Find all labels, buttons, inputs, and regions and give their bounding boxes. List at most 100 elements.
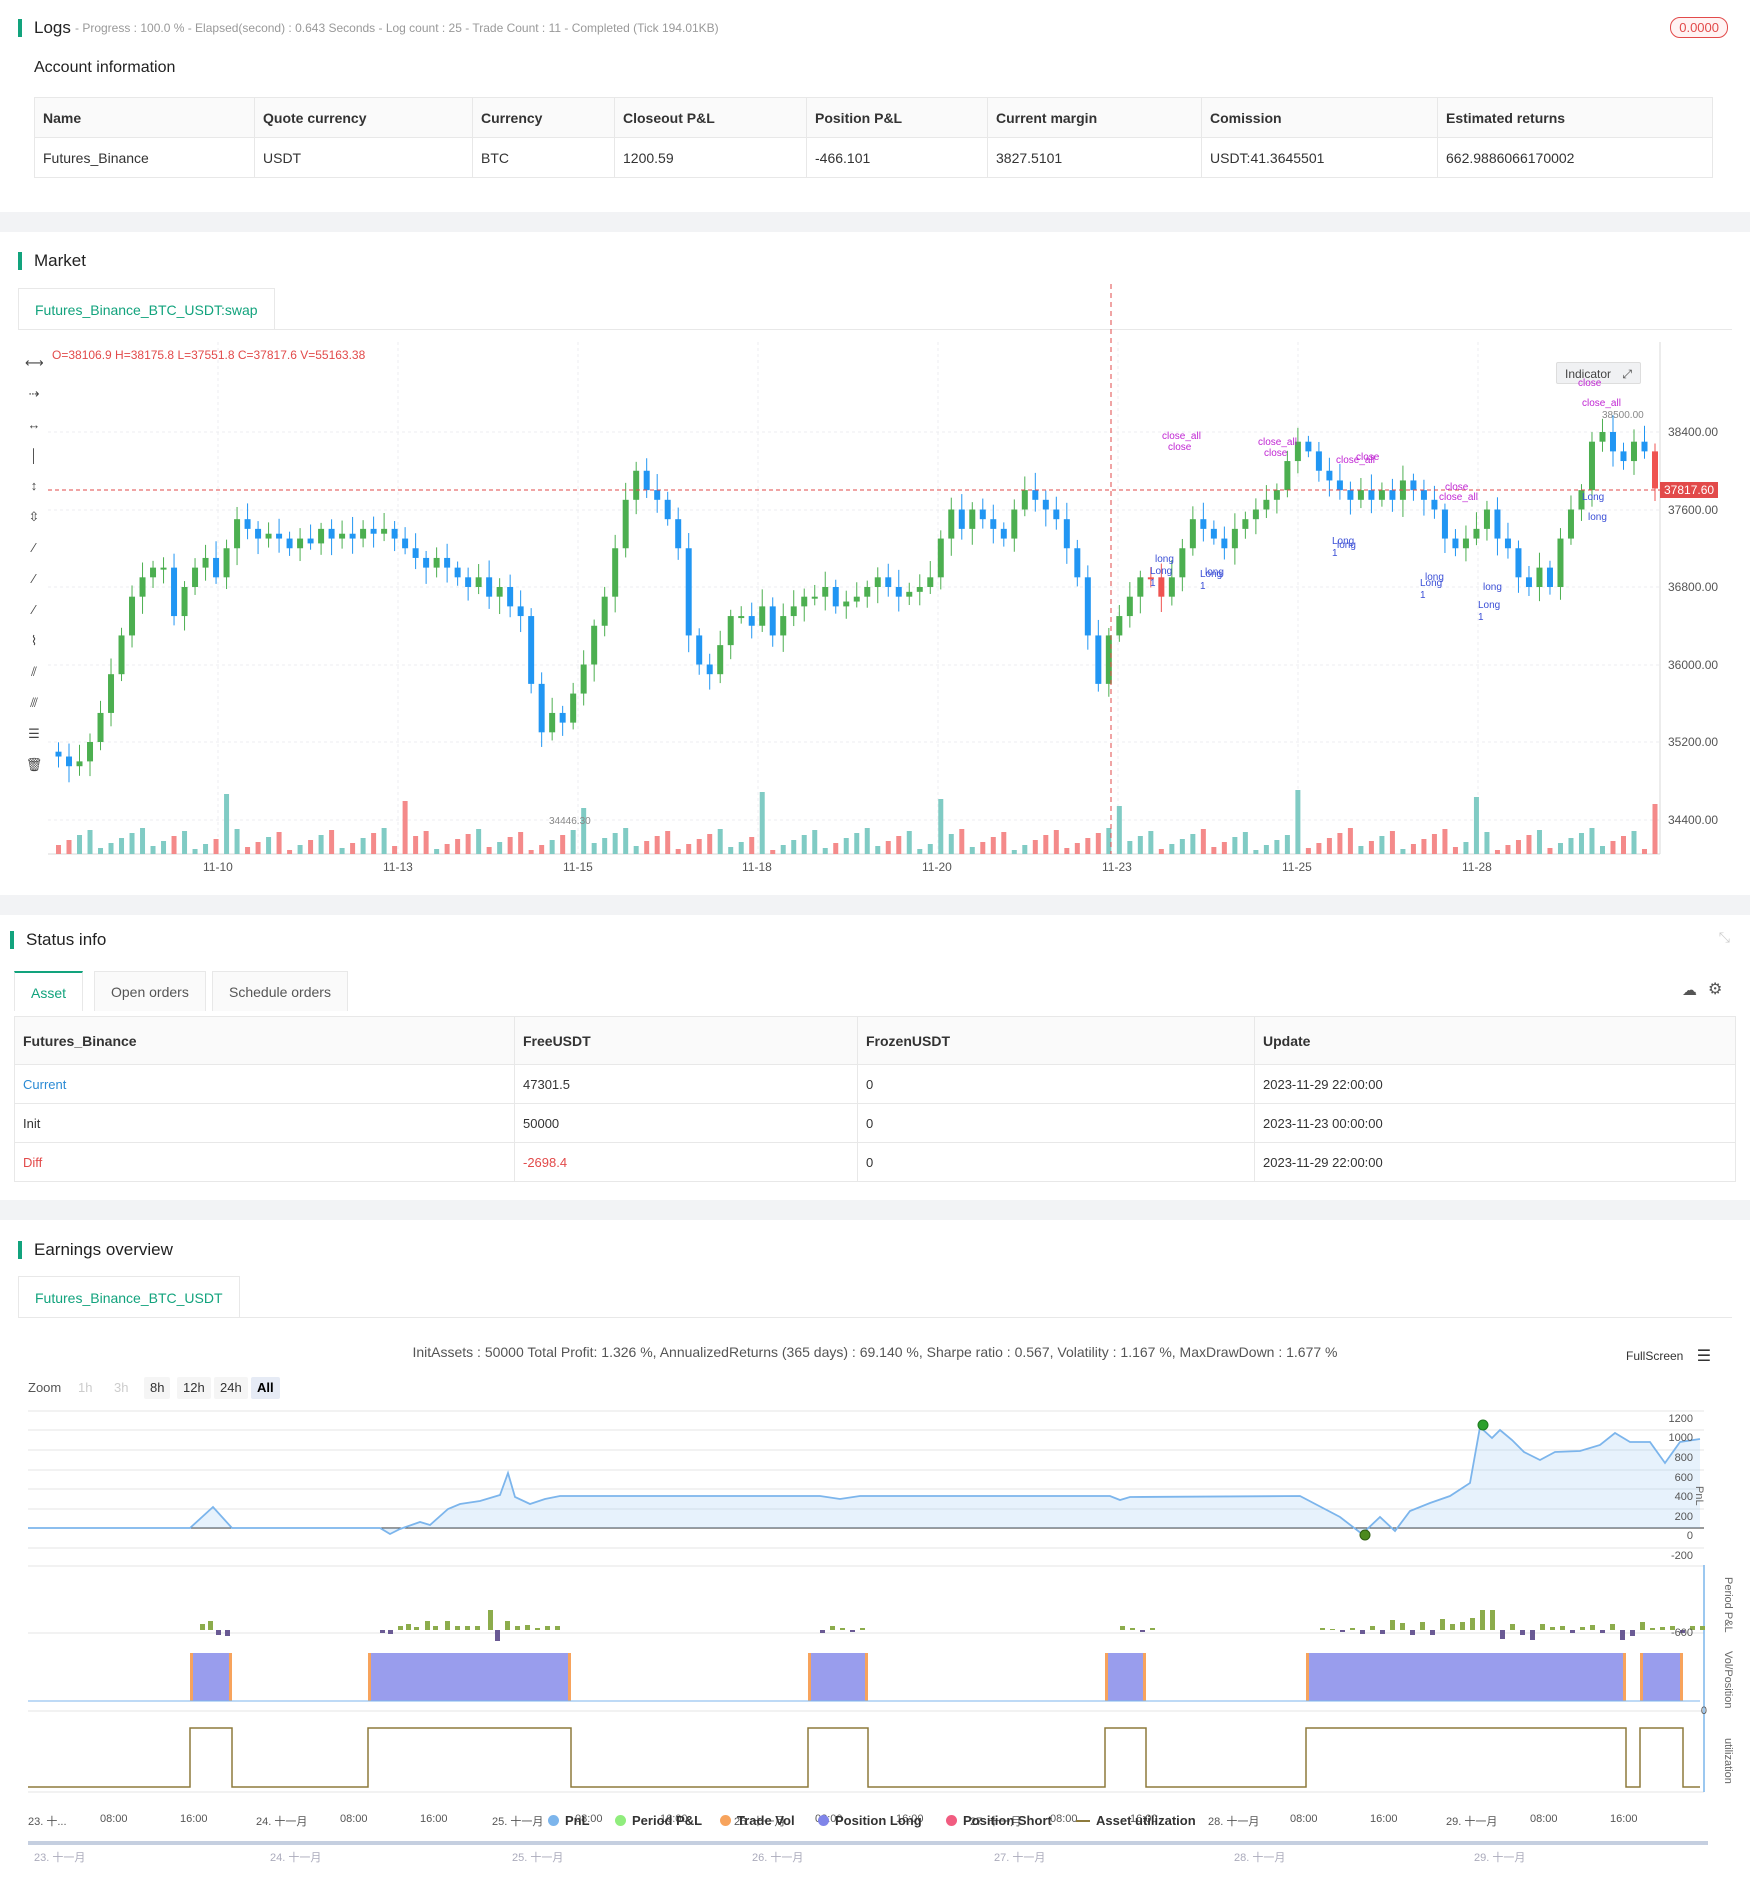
- tab-asset[interactable]: Asset: [14, 971, 84, 1011]
- candle-body: [412, 548, 419, 558]
- fib-channel-tool-icon[interactable]: ⫻: [30, 695, 38, 710]
- volume-bar: [161, 841, 167, 854]
- candle-body: [570, 693, 577, 723]
- candle-body: [1483, 509, 1490, 529]
- volume-bar: [381, 828, 387, 854]
- fullscreen-button[interactable]: FullScreen ☰: [1626, 1346, 1711, 1366]
- vol-tick: 0: [1700, 1705, 1707, 1717]
- candle-body: [286, 538, 293, 549]
- vertical-line-tool-icon[interactable]: │: [29, 448, 39, 463]
- settings-gear-icon[interactable]: ⚙: [1708, 981, 1723, 998]
- volume-bar: [749, 837, 755, 854]
- legend-item[interactable]: Position Short: [946, 1813, 1052, 1828]
- date-tick: 11-10: [203, 860, 233, 874]
- volume-bar: [686, 844, 692, 854]
- menu-icon[interactable]: ☰: [1696, 1348, 1712, 1365]
- tab-market-symbol[interactable]: Futures_Binance_BTC_USDT:swap: [18, 288, 275, 330]
- candle-body: [223, 548, 230, 578]
- navigator-bar[interactable]: [28, 1841, 1708, 1845]
- price-line-tool-icon[interactable]: ⌇: [30, 633, 38, 648]
- legend-item[interactable]: Period P&L: [615, 1813, 702, 1828]
- zoom-all-button[interactable]: All: [251, 1377, 280, 1399]
- indicator-button[interactable]: Indicator ⤢: [1556, 362, 1641, 384]
- ray-line-tool-icon[interactable]: ⁄: [32, 571, 36, 586]
- candle-body: [433, 557, 440, 568]
- candle-body: [549, 712, 556, 733]
- volume-bar: [308, 840, 314, 854]
- vertical-segment-tool-icon[interactable]: ⇳: [28, 509, 40, 524]
- account-header: Current margin: [987, 97, 1202, 138]
- horizontal-ray-tool-icon[interactable]: ⇢: [28, 386, 40, 401]
- zoom-8h-button[interactable]: 8h: [144, 1377, 171, 1399]
- earnings-chart[interactable]: [0, 1405, 1750, 1845]
- trade-annotation-label: 1: [1420, 590, 1426, 601]
- tab-underline: [18, 1317, 1732, 1318]
- legend-item[interactable]: PnL: [548, 1813, 590, 1828]
- time-tick: 16:00: [180, 1813, 208, 1825]
- trade-annotation-label: close: [1578, 378, 1602, 389]
- legend-item[interactable]: Position Long: [818, 1813, 922, 1828]
- fibonacci-tool-icon[interactable]: ☰: [28, 726, 40, 741]
- period-bar: [535, 1628, 540, 1630]
- time-tick: 27. 十一月: [970, 1816, 1022, 1828]
- navigator-tick: 26. 十一月: [752, 1852, 804, 1864]
- period-bar: [1130, 1628, 1135, 1630]
- volume-bar: [486, 847, 492, 854]
- volume-bar: [581, 808, 587, 854]
- period-bar: [433, 1626, 438, 1630]
- trade-vol-mark: [865, 1653, 868, 1701]
- volume-bar: [1179, 839, 1185, 854]
- candle-body: [1336, 480, 1343, 491]
- trade-annotation-label: long: [1588, 512, 1607, 523]
- trash-icon[interactable]: 🗑: [25, 757, 43, 772]
- utilization-series: [28, 1727, 1700, 1788]
- trade-vol-mark: [1640, 1653, 1643, 1701]
- candle-body: [1252, 509, 1259, 520]
- trend-line-tool-icon[interactable]: ⁄: [32, 540, 36, 555]
- account-header: Estimated returns: [1437, 97, 1713, 138]
- volume-bar: [633, 846, 639, 854]
- legend-item[interactable]: Asset utilization: [1076, 1813, 1196, 1828]
- zoom-3h-button[interactable]: 3h: [114, 1380, 129, 1395]
- zoom-1h-button[interactable]: 1h: [78, 1380, 93, 1395]
- parallel-channel-tool-icon[interactable]: ⫽: [31, 664, 37, 679]
- candle-body: [559, 712, 566, 723]
- cloud-download-icon[interactable]: ☁: [1682, 982, 1697, 999]
- candle-body: [1525, 577, 1532, 587]
- collapse-icon[interactable]: ⤡: [1718, 929, 1730, 945]
- trade-annotation-label: close_all: [1162, 431, 1201, 442]
- candle-body: [759, 606, 766, 626]
- candle-body: [402, 538, 409, 549]
- candle-body: [1515, 548, 1522, 578]
- legend-item[interactable]: Trade Vol: [720, 1813, 795, 1828]
- horizontal-segment-tool-icon[interactable]: ↔: [27, 417, 41, 432]
- horizontal-line-tool-icon[interactable]: ⟷: [25, 355, 44, 370]
- tab-earnings-symbol[interactable]: Futures_Binance_BTC_USDT: [18, 1276, 240, 1318]
- candle-body: [1462, 538, 1469, 549]
- period-bar: [1380, 1630, 1385, 1634]
- volume-bar: [1610, 841, 1616, 854]
- zoom-24h-button[interactable]: 24h: [214, 1377, 248, 1399]
- volume-bar: [255, 842, 261, 854]
- table-cell: 0: [857, 1142, 1255, 1182]
- volume-bar: [1557, 843, 1563, 854]
- segment-tool-icon[interactable]: ⁄: [32, 602, 36, 617]
- candle-body: [1221, 538, 1228, 549]
- period-pnl-series: [200, 1610, 1705, 1641]
- period-bar: [515, 1626, 520, 1630]
- legend-swatch: [1076, 1820, 1090, 1822]
- pnl-tick: 0: [1686, 1530, 1693, 1542]
- trade-annotation-label: long: [1425, 572, 1444, 583]
- volume-bar: [129, 833, 135, 854]
- vertical-ray-tool-icon[interactable]: ↕: [30, 478, 38, 493]
- account-header: Quote currency: [254, 97, 473, 138]
- time-tick: 16:00: [896, 1813, 924, 1825]
- period-bar: [1660, 1627, 1665, 1630]
- time-tick: 08:00: [100, 1813, 128, 1825]
- period-bar: [1410, 1630, 1415, 1635]
- tab-open-orders[interactable]: Open orders: [94, 971, 206, 1011]
- zoom-12h-button[interactable]: 12h: [177, 1377, 211, 1399]
- tab-schedule-orders[interactable]: Schedule orders: [212, 971, 348, 1011]
- time-tick: 29. 十一月: [1446, 1816, 1498, 1828]
